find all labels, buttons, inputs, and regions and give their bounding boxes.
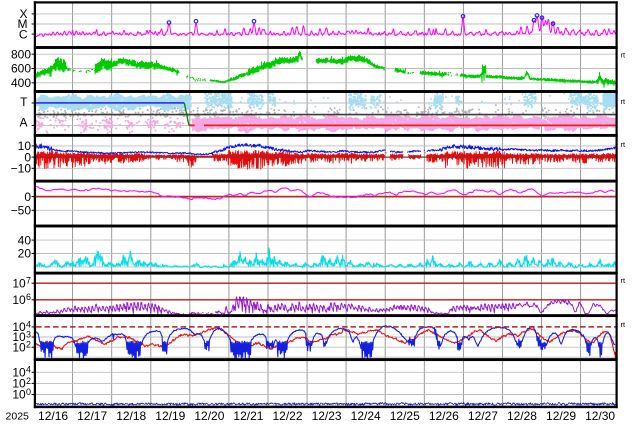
svg-text:12/16: 12/16 [38, 409, 68, 423]
svg-text:12/20: 12/20 [194, 409, 224, 423]
svg-text:10: 10 [12, 366, 26, 380]
svg-text:−50: −50 [11, 204, 32, 218]
svg-text:A: A [19, 116, 27, 130]
svg-text:12/22: 12/22 [273, 409, 303, 423]
svg-text:12/25: 12/25 [390, 409, 420, 423]
svg-text:12/19: 12/19 [155, 409, 185, 423]
svg-text:40: 40 [18, 233, 32, 247]
svg-text:10: 10 [18, 139, 32, 153]
svg-text:12/17: 12/17 [77, 409, 107, 423]
svg-text:7: 7 [26, 276, 31, 286]
svg-text:0: 0 [24, 150, 31, 164]
svg-text:T: T [20, 95, 28, 109]
svg-text:12/18: 12/18 [116, 409, 146, 423]
svg-text:10: 10 [12, 340, 26, 354]
svg-text:12/26: 12/26 [429, 409, 459, 423]
svg-text:2025: 2025 [6, 411, 30, 423]
svg-text:X: X [19, 7, 27, 21]
svg-text:−10: −10 [11, 162, 32, 176]
svg-text:rt: rt [621, 140, 626, 149]
svg-text:800: 800 [11, 47, 31, 61]
svg-text:rt: rt [621, 276, 626, 285]
svg-text:3: 3 [26, 329, 31, 339]
svg-text:20: 20 [18, 247, 32, 261]
svg-text:12/29: 12/29 [546, 409, 576, 423]
svg-text:M: M [18, 17, 28, 31]
svg-text:C: C [19, 27, 28, 41]
svg-text:12/28: 12/28 [507, 409, 537, 423]
svg-text:10: 10 [12, 293, 26, 307]
svg-text:400: 400 [11, 76, 31, 90]
svg-text:600: 600 [11, 62, 31, 76]
svg-text:10: 10 [12, 320, 26, 334]
svg-text:12/27: 12/27 [468, 409, 498, 423]
svg-text:4: 4 [26, 365, 31, 375]
svg-text:rt: rt [621, 97, 626, 106]
svg-text:0: 0 [24, 190, 31, 204]
svg-text:12/23: 12/23 [312, 409, 342, 423]
svg-text:rt: rt [621, 51, 626, 60]
svg-text:10: 10 [12, 330, 26, 344]
svg-text:0: 0 [26, 387, 31, 397]
svg-text:6: 6 [26, 292, 31, 302]
svg-text:12/30: 12/30 [585, 409, 615, 423]
svg-text:10: 10 [12, 388, 26, 402]
svg-text:12/21: 12/21 [233, 409, 263, 423]
svg-text:10: 10 [12, 377, 26, 391]
svg-text:10: 10 [12, 276, 26, 290]
svg-text:2: 2 [26, 376, 31, 386]
svg-text:2: 2 [26, 340, 31, 350]
svg-text:12/24: 12/24 [351, 409, 381, 423]
svg-text:rt: rt [621, 320, 626, 329]
svg-text:4: 4 [26, 319, 31, 329]
